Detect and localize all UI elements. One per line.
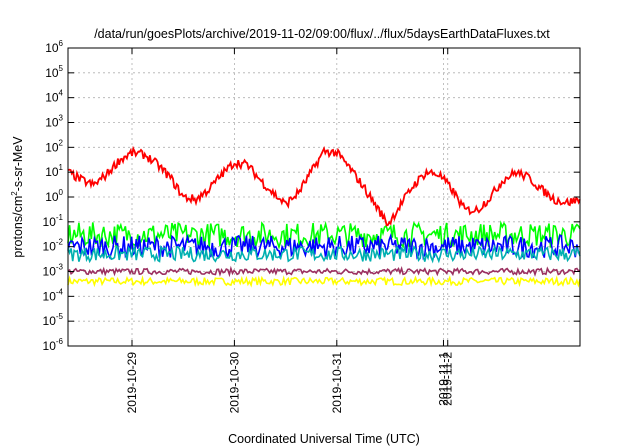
y-label-base: protons/cm [11, 196, 25, 258]
y-tick-label: 101 [45, 163, 63, 179]
y-tick-label: 10-3 [43, 263, 64, 279]
y-tick-label: 102 [45, 138, 63, 154]
x-axis-label: Coordinated Universal Time (UTC) [228, 432, 420, 446]
y-tick-label: 10-4 [43, 287, 64, 303]
data-series-line [67, 244, 581, 264]
grid [68, 48, 580, 346]
y-tick-label: 10-1 [43, 213, 64, 229]
chart-title: /data/run/goesPlots/archive/2019-11-02/0… [94, 27, 550, 41]
series-group [67, 145, 581, 288]
x-tick-label: 2019-11-1 [436, 352, 450, 406]
x-tick-label: 2019-11-2 [441, 352, 455, 406]
y-tick-label: 106 [45, 39, 63, 55]
data-series-line [67, 265, 581, 278]
y-tick-label: 10-2 [43, 238, 64, 254]
x-tick-label: 2019-10-30 [227, 352, 241, 414]
y-label-exp: 2 [10, 191, 19, 196]
y-tick-label: 10-5 [43, 312, 64, 328]
y-tick-label: 104 [45, 89, 63, 105]
y-axis-label: protons/cm2-s-sr-MeV [10, 136, 25, 258]
y-tick-label: 10-6 [43, 337, 64, 353]
y-label-rest: -s-sr-MeV [11, 136, 25, 192]
y-tick-label: 105 [45, 64, 63, 80]
y-axis: 10-6 10-5 10-4 10-3 10-2 10-1 100 101 102 103 104 1… [43, 39, 580, 353]
x-tick-label: 2019-10-31 [330, 352, 344, 414]
data-series-line [67, 145, 581, 227]
y-tick-label: 103 [45, 114, 63, 130]
x-tick-label: 2019-10-29 [125, 352, 139, 414]
x-axis: 2019-10-29 2019-10-30 2019-10-31 2019-11-12… [125, 48, 455, 413]
data-series-line [67, 275, 581, 288]
y-tick-label: 100 [45, 188, 63, 204]
data-series-line [67, 220, 581, 250]
